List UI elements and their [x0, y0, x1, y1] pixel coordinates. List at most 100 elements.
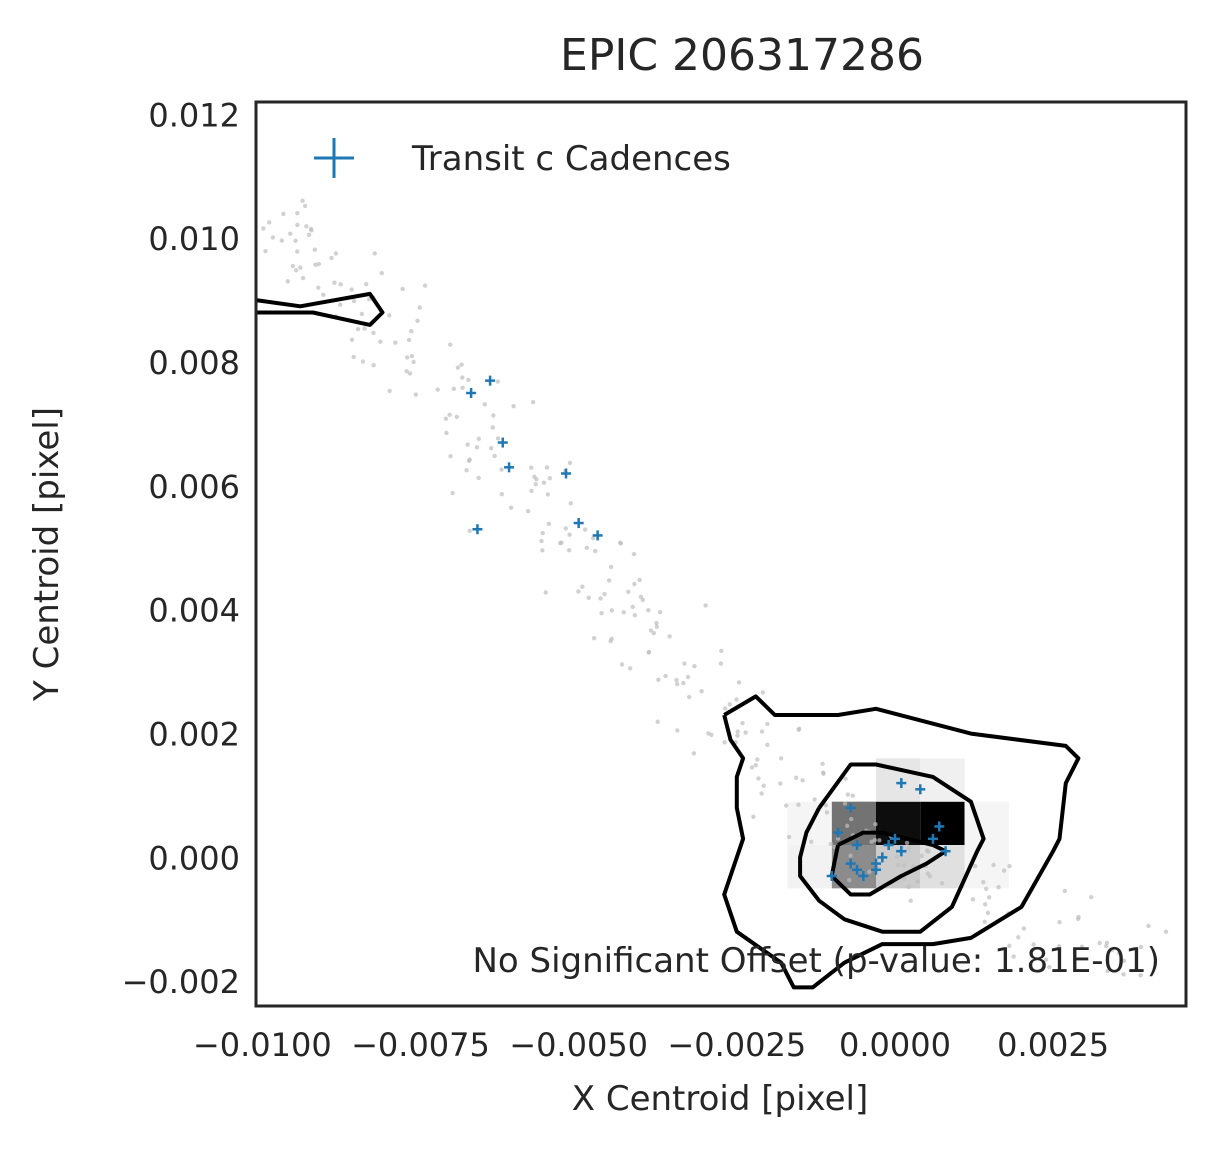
background-point: [981, 880, 986, 885]
background-point: [734, 697, 739, 702]
background-point: [378, 339, 383, 344]
background-point: [417, 305, 422, 310]
density-contours: [255, 291, 1081, 990]
transit-cadence-markers: [466, 375, 951, 881]
background-point: [488, 445, 494, 451]
background-point: [312, 247, 318, 252]
transit-marker: [883, 840, 894, 851]
background-point: [338, 302, 343, 307]
background-point: [618, 541, 623, 546]
background-point: [1057, 944, 1062, 949]
background-point: [1047, 964, 1052, 970]
background-point: [1121, 972, 1126, 977]
offset-annotation: No Significant Offset (p-value: 1.81E-01…: [472, 941, 1160, 981]
background-point: [663, 673, 668, 679]
background-point: [590, 535, 596, 541]
background-point: [850, 793, 855, 798]
background-point: [308, 226, 314, 232]
background-point: [476, 436, 481, 442]
background-point: [608, 564, 614, 570]
background-point: [719, 648, 724, 654]
transit-marker: [592, 530, 603, 541]
background-point: [828, 841, 834, 847]
background-point: [576, 589, 581, 594]
background-point: [295, 222, 300, 228]
background-point: [1163, 929, 1169, 934]
background-point: [1031, 942, 1036, 947]
background-point: [906, 845, 911, 851]
background-point: [1075, 916, 1081, 922]
background-point: [606, 578, 612, 583]
background-point: [529, 488, 534, 494]
background-point: [404, 355, 410, 360]
background-point: [796, 802, 801, 807]
background-point: [543, 590, 548, 595]
background-point: [306, 232, 312, 238]
background-point: [735, 733, 740, 738]
background-point: [544, 465, 550, 470]
background-point: [735, 729, 740, 734]
x-tick-label: −0.0050: [509, 1026, 648, 1064]
background-point: [809, 839, 814, 845]
background-point: [563, 526, 568, 531]
background-point: [972, 863, 978, 869]
background-point: [759, 791, 764, 796]
background-point: [638, 594, 644, 600]
background-point: [466, 377, 471, 383]
background-point: [919, 853, 924, 859]
background-point: [849, 816, 854, 822]
background-point: [492, 453, 497, 459]
background-point: [796, 727, 801, 733]
background-point: [598, 596, 603, 601]
background-point: [495, 379, 501, 384]
background-point: [847, 877, 852, 883]
background-point: [655, 719, 660, 724]
contour-line: [255, 291, 385, 327]
background-point: [332, 280, 337, 285]
density-background: [787, 758, 1009, 889]
transit-marker: [826, 870, 837, 881]
background-point: [288, 231, 293, 236]
background-point: [812, 797, 817, 802]
background-point: [915, 879, 921, 884]
background-point: [366, 297, 372, 302]
background-point: [1001, 868, 1007, 873]
background-point: [351, 298, 357, 304]
y-tick-label: 0.002: [148, 716, 240, 754]
background-point: [761, 783, 766, 788]
transit-marker: [852, 864, 863, 875]
background-point: [508, 505, 514, 510]
background-points: [261, 198, 1169, 978]
background-point: [718, 661, 724, 666]
background-point: [749, 765, 755, 770]
background-point: [304, 224, 309, 229]
background-point: [1146, 923, 1151, 929]
background-point: [894, 854, 900, 859]
x-axis-label: X Centroid [pixel]: [572, 1079, 869, 1119]
background-point: [630, 604, 635, 610]
background-point: [525, 509, 531, 514]
background-point: [321, 292, 326, 298]
x-tick-label: −0.0075: [351, 1026, 490, 1064]
x-axis-ticks: −0.0100 −0.0075 −0.0050 −0.0025 0.0000 0.0025: [193, 1026, 1109, 1064]
transit-marker: [889, 833, 900, 844]
background-point: [1138, 944, 1144, 950]
background-point: [582, 527, 588, 532]
background-point: [490, 425, 495, 430]
background-point: [454, 414, 459, 419]
background-point: [450, 490, 455, 496]
background-point: [482, 402, 488, 407]
background-point: [646, 608, 651, 613]
background-point: [699, 689, 704, 694]
transit-marker: [877, 852, 888, 863]
background-point: [872, 837, 877, 843]
background-point: [267, 220, 272, 225]
transit-marker: [466, 388, 477, 399]
background-point: [530, 399, 536, 405]
background-point: [298, 265, 303, 270]
background-point: [467, 528, 472, 533]
density-cell: [920, 801, 965, 846]
background-point: [545, 492, 551, 497]
background-point: [631, 551, 637, 557]
background-point: [580, 584, 585, 589]
